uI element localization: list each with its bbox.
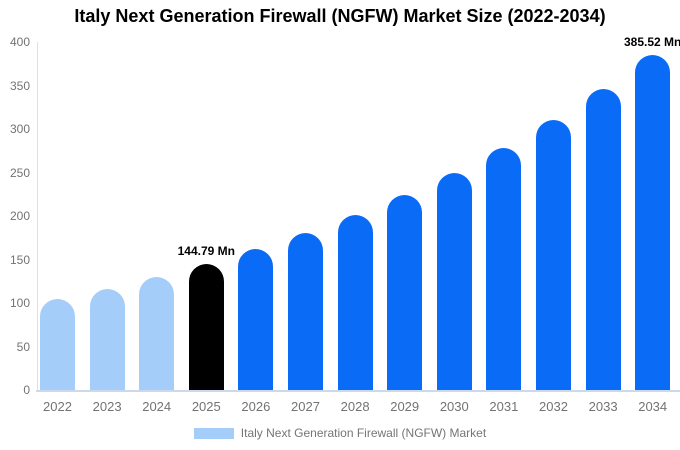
y-tick-label-50: 50 bbox=[16, 339, 30, 354]
bar-2033[interactable] bbox=[585, 88, 621, 390]
x-tick-label-2027: 2027 bbox=[291, 399, 320, 414]
y-tick-label-250: 250 bbox=[9, 165, 30, 180]
bar-2030[interactable] bbox=[436, 172, 472, 390]
x-tick-label-2022: 2022 bbox=[43, 399, 72, 414]
legend: Italy Next Generation Firewall (NGFW) Ma… bbox=[0, 426, 680, 440]
y-tick-label-150: 150 bbox=[9, 252, 30, 267]
value-label-2034: 385.52 Mn bbox=[624, 34, 680, 49]
bar-2022[interactable] bbox=[40, 299, 75, 390]
bar-2026[interactable] bbox=[238, 249, 274, 390]
bar-2027[interactable] bbox=[288, 233, 323, 390]
x-tick-label-2026: 2026 bbox=[241, 399, 271, 414]
value-label-2025: 144.79 Mn bbox=[177, 244, 235, 259]
x-tick-label-2024: 2024 bbox=[142, 399, 172, 414]
legend-swatch-icon[interactable] bbox=[193, 427, 234, 439]
y-tick-label-0: 0 bbox=[23, 383, 30, 397]
x-tick-label-2030: 2030 bbox=[439, 399, 469, 414]
x-tick-label-2032: 2032 bbox=[539, 399, 568, 414]
x-axis-line bbox=[36, 390, 680, 392]
bar-2023[interactable] bbox=[89, 288, 125, 390]
x-tick-label-2031: 2031 bbox=[489, 399, 519, 414]
legend-label[interactable]: Italy Next Generation Firewall (NGFW) Ma… bbox=[240, 426, 487, 440]
bar-2031[interactable] bbox=[486, 147, 522, 390]
y-tick-label-100: 100 bbox=[9, 296, 30, 310]
bar-2034[interactable] bbox=[635, 54, 671, 390]
x-tick-label-2034: 2034 bbox=[638, 399, 668, 414]
x-tick-label-2029: 2029 bbox=[390, 399, 420, 414]
y-tick-label-350: 350 bbox=[9, 78, 30, 93]
bar-2029[interactable] bbox=[387, 195, 423, 390]
x-tick-label-2033: 2033 bbox=[588, 399, 618, 414]
bar-2024[interactable] bbox=[139, 277, 175, 390]
chart-title: Italy Next Generation Firewall (NGFW) Ma… bbox=[74, 6, 606, 26]
y-tick-label-200: 200 bbox=[9, 209, 30, 223]
x-tick-label-2025: 2025 bbox=[191, 399, 221, 414]
y-axis-line bbox=[37, 42, 38, 390]
x-tick-label-2023: 2023 bbox=[92, 399, 122, 414]
bar-2032[interactable] bbox=[536, 119, 571, 390]
y-tick-label-300: 300 bbox=[9, 122, 30, 136]
bar-2028[interactable] bbox=[337, 215, 373, 390]
x-tick-label-2028: 2028 bbox=[340, 399, 370, 414]
y-tick-label-400: 400 bbox=[9, 35, 30, 49]
bar-2025[interactable] bbox=[188, 264, 224, 390]
